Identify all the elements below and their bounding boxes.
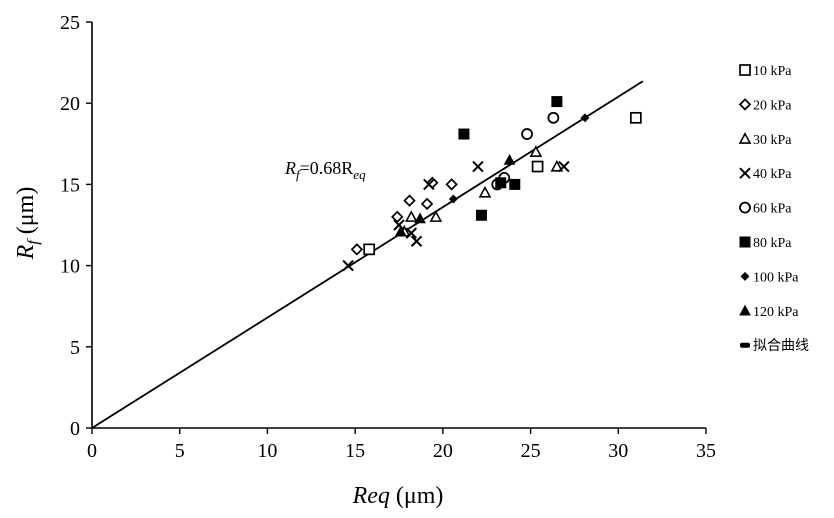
y-tick-label: 0 — [70, 418, 80, 440]
data-point — [458, 128, 470, 140]
legend-item: 80 kPa — [739, 236, 792, 251]
y-tick-label: 25 — [60, 12, 80, 34]
y-tick-label: 15 — [60, 174, 80, 196]
data-point — [547, 111, 560, 124]
data-point — [350, 243, 364, 256]
data-point — [551, 96, 563, 108]
data-point — [558, 160, 570, 173]
legend-item: 30 kPa — [738, 132, 792, 148]
legend-item: 拟合曲线 — [740, 338, 809, 354]
legend-marker — [739, 64, 751, 76]
legend-marker — [738, 98, 752, 111]
data-point — [423, 178, 435, 191]
data-point — [414, 212, 426, 224]
data-point — [363, 243, 376, 256]
data-point — [472, 160, 484, 173]
fit-equation-prefix: R — [284, 158, 296, 178]
data-point — [403, 194, 416, 207]
data-point — [429, 210, 443, 222]
fit-equation-prefix-subscript: f — [296, 167, 302, 182]
legend-marker — [739, 201, 751, 214]
x-tick-label: 5 — [175, 440, 185, 462]
legend-label: 100 kPa — [753, 270, 799, 285]
y-tick-label: 20 — [60, 93, 80, 115]
x-tick-label: 10 — [257, 440, 277, 462]
y-axis-title-unit: (μm) — [13, 187, 39, 241]
legend-marker — [738, 132, 752, 144]
data-point — [426, 176, 439, 189]
legend-item: 120 kPa — [739, 304, 799, 320]
legend: 10 kPa 20 kPa 30 kPa 40 kPa 60 kPa 80 kPa 100 … — [738, 64, 809, 354]
data-point — [405, 227, 417, 239]
legend-label: 40 kPa — [753, 167, 792, 182]
data-point — [342, 259, 354, 272]
legend-item: 20 kPa — [738, 98, 792, 113]
fit-equation-middle: =0.68R — [300, 158, 354, 178]
y-axis-title-subscript: f — [25, 238, 42, 245]
legend-label: 10 kPa — [753, 64, 792, 79]
data-point — [531, 160, 544, 173]
x-tick-label: 0 — [87, 440, 97, 462]
fit-equation: Rf=0.68Req — [284, 158, 366, 182]
data-point — [478, 185, 492, 198]
x-tick-label: 15 — [345, 440, 365, 462]
data-point — [448, 194, 458, 204]
data-point — [404, 210, 418, 222]
legend-label: 拟合曲线 — [753, 338, 809, 354]
legend-label: 60 kPa — [753, 202, 792, 217]
y-axis-title: Rf (μm) — [13, 187, 42, 261]
data-point — [580, 113, 590, 123]
y-tick-label: 5 — [70, 337, 80, 359]
data-point — [420, 197, 434, 211]
legend-marker — [739, 304, 751, 316]
axes-layer: 0 5 10 15 20 25 30 35 0 5 10 15 20 25 — [60, 12, 716, 462]
data-point — [393, 219, 405, 231]
data-point — [529, 145, 543, 157]
legend-marker — [739, 236, 751, 248]
legend-label: 80 kPa — [753, 236, 792, 251]
x-tick-label: 25 — [521, 440, 541, 462]
legend-label: 120 kPa — [753, 305, 799, 320]
data-points-layer — [342, 96, 642, 272]
legend-marker — [739, 167, 751, 179]
legend-item: 60 kPa — [739, 201, 792, 217]
legend-marker — [740, 271, 750, 281]
data-point — [445, 178, 458, 191]
x-axis-title: Req (μm) — [352, 483, 444, 509]
legend-item: 10 kPa — [739, 64, 792, 79]
x-tick-label: 35 — [696, 440, 716, 462]
data-point — [410, 235, 423, 247]
fit-equation-suffix-subscript: eq — [353, 167, 366, 182]
legend-label: 20 kPa — [753, 98, 792, 113]
x-axis-title-unit: (μm) — [390, 483, 444, 509]
data-point — [509, 178, 521, 190]
data-point — [550, 159, 564, 172]
legend-item: 100 kPa — [740, 270, 799, 285]
x-axis-title-main: Req — [352, 483, 390, 509]
legend-item: 40 kPa — [739, 167, 792, 182]
data-point — [503, 153, 516, 165]
y-tick-label: 10 — [60, 256, 80, 278]
legend-label: 30 kPa — [753, 133, 792, 148]
legend-marker — [740, 342, 750, 348]
y-axis-title-main: R — [13, 244, 39, 260]
data-point — [394, 225, 407, 237]
data-point — [521, 128, 533, 140]
data-point — [495, 177, 507, 189]
data-point — [475, 209, 487, 221]
x-tick-label: 30 — [608, 440, 628, 462]
data-point — [629, 111, 642, 124]
x-tick-label: 20 — [433, 440, 453, 462]
